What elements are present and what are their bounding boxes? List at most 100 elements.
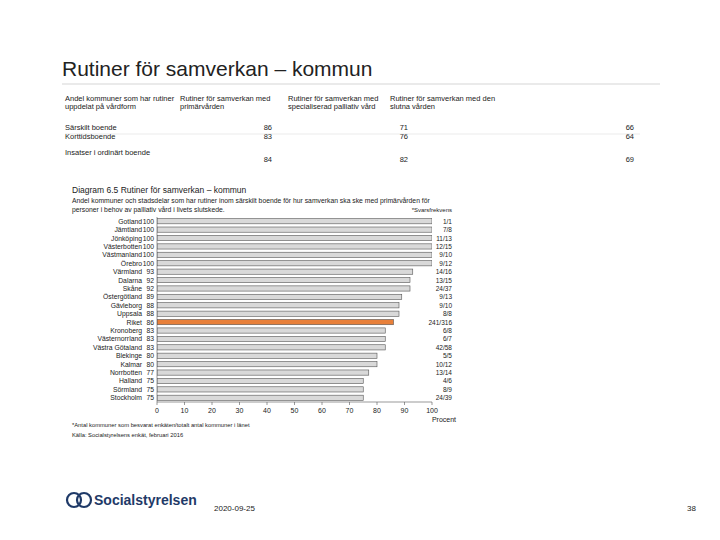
table-header: Rutiner för samverkan medspecialiserad p…: [288, 94, 378, 111]
data-label: 83: [146, 335, 154, 342]
category-label: Kalmar: [120, 361, 142, 368]
category-label: Kronoberg: [110, 327, 142, 335]
logo-text: Socialstyrelsen: [94, 492, 197, 508]
bar: [157, 303, 399, 308]
response-rate: 14/16: [436, 268, 453, 275]
data-label: 86: [146, 319, 154, 326]
data-label: 93: [146, 268, 154, 275]
x-tick-label: 30: [236, 407, 244, 414]
response-rate: 42/58: [436, 344, 453, 351]
response-rate: 12/15: [436, 243, 453, 250]
bar: [157, 261, 432, 266]
table-cell: 84: [264, 155, 272, 164]
y-axis: [157, 217, 158, 402]
table-row-label: Särskilt boende: [65, 123, 117, 132]
data-label: 83: [146, 327, 154, 334]
data-label: 88: [146, 310, 154, 317]
table-row-label: Korttidsboende: [65, 132, 115, 141]
data-label: 77: [146, 369, 154, 376]
bar: [157, 320, 394, 325]
bar: [157, 227, 432, 232]
data-label: 83: [146, 344, 154, 351]
category-label: Gävleborg: [111, 302, 143, 310]
category-label: Jönköping: [111, 235, 142, 243]
chart-subtitle: Andel kommuner och stadsdelar som har ru…: [72, 197, 430, 214]
category-label: Västernorrland: [97, 335, 142, 342]
data-label: 100: [143, 226, 155, 233]
bar: [157, 328, 385, 333]
table-header: Andel kommuner som har rutineruppdelat p…: [65, 94, 175, 111]
category-label: Västra Götaland: [93, 344, 142, 351]
response-rate: 10/12: [436, 361, 453, 368]
bar: [157, 252, 432, 257]
x-tick: [294, 402, 295, 405]
bar: [157, 336, 385, 341]
category-label: Värmland: [113, 268, 142, 275]
category-label: Blekinge: [116, 352, 142, 360]
bar: [157, 378, 363, 383]
category-label: Örebro: [121, 260, 142, 267]
x-tick-label: 70: [346, 407, 354, 414]
data-label: 92: [146, 277, 154, 284]
category-label: Östergötland: [103, 293, 142, 301]
table-cell: 82: [400, 155, 408, 164]
response-rate: 6/8: [443, 327, 452, 334]
response-rate: 13/14: [436, 369, 453, 376]
x-tick: [404, 402, 405, 405]
category-label: Västmanland: [102, 251, 142, 258]
x-tick-label: 40: [263, 407, 271, 414]
response-rate: 9/10: [439, 302, 452, 309]
x-axis-label: Procent: [432, 416, 456, 423]
response-rate: 241/316: [429, 319, 453, 326]
x-tick-label: 50: [291, 407, 299, 414]
category-label: Sörmland: [113, 386, 142, 393]
title-rule: [62, 84, 660, 85]
response-rate-label: *Svarsfrekvens: [412, 207, 452, 213]
source: Källa: Socialstyrelsens enkät, februari …: [72, 432, 183, 438]
logo-ring: [77, 493, 91, 507]
x-tick-label: 10: [181, 407, 189, 414]
table-cell: 64: [626, 132, 634, 141]
x-tick: [322, 402, 323, 405]
response-rate: 8/9: [443, 386, 452, 393]
table-row-label: Insatser i ordinärt boende: [65, 148, 150, 157]
table-cell: 66: [626, 123, 634, 132]
bar: [157, 362, 377, 367]
response-rate: 11/13: [436, 235, 452, 242]
response-rate: 13/15: [436, 277, 453, 284]
data-label: 75: [146, 394, 154, 401]
table-cell: 76: [400, 132, 408, 141]
category-label: Skåne: [123, 285, 142, 292]
table-cell: 86: [264, 123, 272, 132]
x-tick-label: 90: [401, 407, 409, 414]
category-label: Västerbotten: [103, 243, 142, 250]
bar: [157, 387, 363, 392]
x-tick: [377, 402, 378, 405]
response-rate: 7/8: [443, 226, 452, 233]
data-label: 88: [146, 302, 154, 309]
response-rate: 24/39: [436, 394, 453, 401]
bar: [157, 353, 377, 358]
x-tick-label: 100: [426, 407, 438, 414]
x-tick: [212, 402, 213, 405]
bar: [157, 235, 432, 240]
bar: [157, 277, 410, 282]
category-label: Riket: [127, 319, 143, 326]
bar: [157, 294, 402, 299]
x-tick-label: 0: [155, 407, 159, 414]
data-label: 100: [143, 218, 155, 225]
category-label: Stockholm: [110, 394, 142, 401]
data-label: 89: [146, 293, 154, 300]
x-tick-label: 20: [208, 407, 216, 414]
chart-title: Diagram 6.5 Rutiner för samverkan – komm…: [72, 185, 247, 195]
x-tick: [157, 402, 158, 405]
category-label: Norrbotten: [110, 369, 142, 376]
bar: [157, 269, 413, 274]
data-label: 100: [143, 243, 155, 250]
x-tick-label: 60: [318, 407, 326, 414]
data-label: 80: [146, 361, 154, 368]
response-rate: 8/8: [443, 310, 452, 317]
response-rate: 1/1: [443, 218, 452, 225]
table-rule: [65, 134, 640, 135]
x-tick: [349, 402, 350, 405]
